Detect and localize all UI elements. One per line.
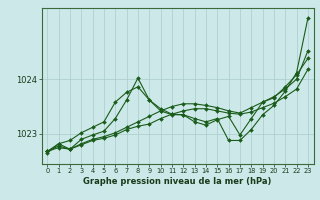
X-axis label: Graphe pression niveau de la mer (hPa): Graphe pression niveau de la mer (hPa) [84,177,272,186]
